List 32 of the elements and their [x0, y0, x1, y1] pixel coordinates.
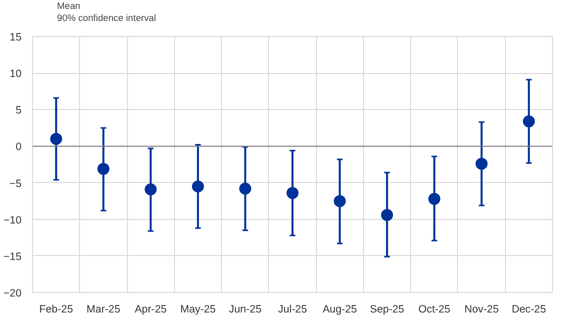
- x-tick-label: Nov-25: [464, 304, 499, 316]
- x-tick-label: Apr-25: [134, 304, 167, 316]
- x-tick-label: Oct-25: [418, 304, 450, 316]
- point: [522, 115, 535, 128]
- x-tick-label: Sep-25: [370, 304, 404, 316]
- y-tick-label: 10: [10, 68, 22, 80]
- y-tick-label: −15: [3, 250, 22, 263]
- y-tick-label: −10: [3, 214, 22, 226]
- point: [97, 162, 110, 175]
- point: [428, 192, 440, 205]
- x-tick-label: Feb-25: [39, 304, 74, 316]
- text: 90% confidence interval: [57, 12, 156, 24]
- y-tick-label: 0: [16, 141, 22, 154]
- point: [239, 182, 252, 195]
- point: [334, 195, 346, 208]
- x-tick-label: Jul-25: [278, 304, 308, 316]
- text: Mean: [57, 0, 80, 12]
- y-tick-label: 5: [16, 104, 22, 117]
- x-tick-label: Mar-25: [86, 304, 120, 316]
- y-tick-label: 15: [10, 32, 22, 44]
- point: [50, 132, 62, 145]
- point: [286, 187, 298, 200]
- point: [476, 158, 488, 170]
- y-tick-label: −20: [3, 288, 22, 300]
- x-tick-label: May-25: [180, 304, 216, 316]
- point: [144, 183, 157, 196]
- point: [381, 208, 394, 221]
- point: [192, 180, 204, 192]
- y-tick-label: −5: [9, 178, 22, 190]
- x-tick-label: Aug-25: [322, 304, 358, 316]
- x-tick-label: Jun-25: [228, 304, 262, 316]
- x-tick-label: Dec-25: [512, 304, 546, 316]
